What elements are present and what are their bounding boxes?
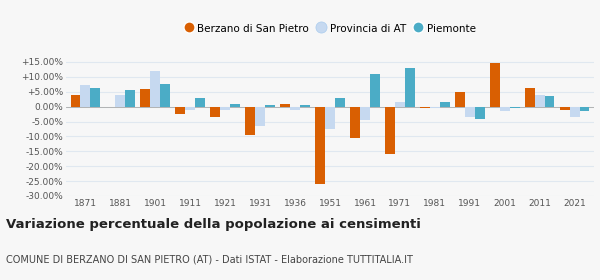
Bar xyxy=(125,90,135,107)
Bar xyxy=(535,95,545,107)
Bar xyxy=(220,107,230,110)
Bar xyxy=(115,95,125,107)
Bar xyxy=(580,107,589,111)
Bar xyxy=(455,92,465,107)
Text: Variazione percentuale della popolazione ai censimenti: Variazione percentuale della popolazione… xyxy=(6,218,421,231)
Bar xyxy=(140,89,150,107)
Bar xyxy=(560,107,570,110)
Bar xyxy=(160,84,170,107)
Bar xyxy=(90,88,100,107)
Bar xyxy=(265,105,275,107)
Bar xyxy=(465,107,475,117)
Bar xyxy=(300,105,310,107)
Legend: Berzano di San Pietro, Provincia di AT, Piemonte: Berzano di San Pietro, Provincia di AT, … xyxy=(180,19,480,38)
Bar xyxy=(490,64,500,107)
Bar xyxy=(255,107,265,126)
Bar xyxy=(280,104,290,107)
Bar xyxy=(545,96,554,107)
Bar xyxy=(500,107,510,111)
Bar xyxy=(230,104,240,107)
Text: COMUNE DI BERZANO DI SAN PIETRO (AT) - Dati ISTAT - Elaborazione TUTTITALIA.IT: COMUNE DI BERZANO DI SAN PIETRO (AT) - D… xyxy=(6,255,413,265)
Bar xyxy=(211,107,220,117)
Bar xyxy=(71,95,80,107)
Bar xyxy=(405,68,415,107)
Bar xyxy=(185,107,195,109)
Bar xyxy=(420,107,430,108)
Bar xyxy=(570,107,580,117)
Bar xyxy=(195,98,205,107)
Bar xyxy=(430,107,440,108)
Bar xyxy=(385,107,395,154)
Bar xyxy=(325,107,335,129)
Bar xyxy=(350,107,360,138)
Bar xyxy=(440,102,449,107)
Bar xyxy=(290,107,300,109)
Bar xyxy=(335,98,344,107)
Bar xyxy=(475,107,485,118)
Bar xyxy=(316,107,325,184)
Bar xyxy=(510,107,520,108)
Bar xyxy=(150,71,160,107)
Bar xyxy=(525,88,535,107)
Bar xyxy=(370,74,380,107)
Bar xyxy=(360,107,370,120)
Bar xyxy=(80,85,90,107)
Bar xyxy=(245,107,255,135)
Bar xyxy=(395,102,405,107)
Bar xyxy=(175,107,185,114)
